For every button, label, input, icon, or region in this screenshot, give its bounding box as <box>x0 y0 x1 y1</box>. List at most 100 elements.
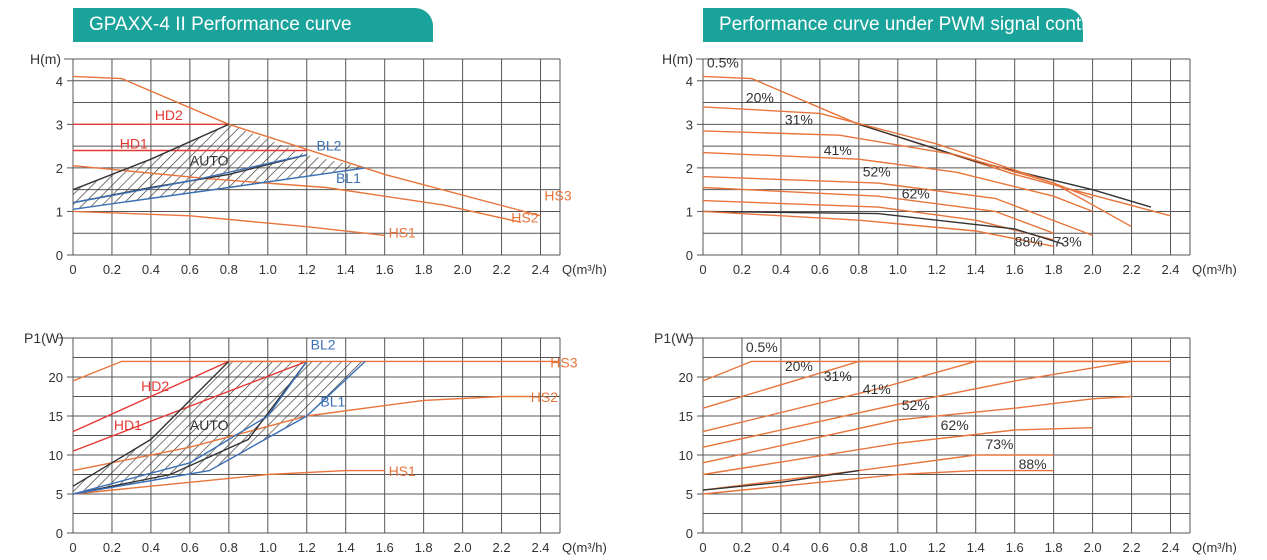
series-label: 62% <box>902 185 930 201</box>
series-label: HS3 <box>550 355 577 371</box>
y-axis-label: H(m) <box>30 51 61 67</box>
series-label: BL2 <box>311 337 336 353</box>
series-label: 88% <box>1015 233 1043 249</box>
series-label: 31% <box>824 368 852 384</box>
y-tick-label: 4 <box>686 74 693 89</box>
y-axis-label: H(m) <box>662 51 693 67</box>
series-line-auto <box>72 123 230 191</box>
y-tick-label: 1 <box>56 204 63 219</box>
x-tick-label: 0.8 <box>220 262 238 277</box>
x-tick-label: 2.4 <box>1161 262 1179 277</box>
y-tick-label: 15 <box>679 409 693 424</box>
x-tick-label: 1.8 <box>415 540 433 555</box>
series-label: 41% <box>863 381 891 397</box>
x-tick-label: 1.2 <box>928 262 946 277</box>
series-line-bl1 <box>72 360 366 495</box>
x-tick-label: 2.0 <box>454 540 472 555</box>
series-line-auto <box>72 360 230 487</box>
y-tick-label: 15 <box>49 409 63 424</box>
x-tick-label: 0.8 <box>850 262 868 277</box>
series-label: HS2 <box>531 389 558 405</box>
series-label: HD2 <box>141 378 169 394</box>
x-tick-label: 2.4 <box>1161 540 1179 555</box>
series-label: 20% <box>785 358 813 374</box>
x-tick-label: 1.8 <box>1045 262 1063 277</box>
x-tick-label: 2.0 <box>1084 262 1102 277</box>
series-label: 31% <box>785 111 813 127</box>
series-line-bl2 <box>72 360 308 495</box>
x-tick-label: 1.2 <box>298 540 316 555</box>
series-line-hs2 <box>72 165 522 223</box>
y-tick-label: 3 <box>686 117 693 132</box>
x-tick-label: 1.2 <box>298 262 316 277</box>
y-tick-label: 0 <box>686 248 693 263</box>
series-label: AUTO <box>190 417 229 433</box>
series-line-88pct <box>702 210 1054 247</box>
x-tick-label: 1.0 <box>259 262 277 277</box>
x-tick-label: 0.4 <box>142 540 160 555</box>
x-tick-label: 2.4 <box>531 262 549 277</box>
y-tick-label: 20 <box>49 370 63 385</box>
x-tick-label: 0.8 <box>850 540 868 555</box>
x-tick-label: 0 <box>69 540 76 555</box>
x-tick-label: 1.8 <box>1045 540 1063 555</box>
x-tick-label: 1.6 <box>376 540 394 555</box>
series-line-31pct <box>702 130 1093 200</box>
x-tick-label: 0.6 <box>811 262 829 277</box>
y-tick-label: 10 <box>679 448 693 463</box>
series-label: 52% <box>863 164 891 180</box>
x-tick-label: 1.6 <box>1006 262 1024 277</box>
series-label: BL1 <box>320 394 345 410</box>
y-tick-label: 1 <box>686 204 693 219</box>
x-tick-label: 1.6 <box>376 262 394 277</box>
series-line-41pct <box>702 360 1132 448</box>
y-tick-label: 5 <box>56 487 63 502</box>
x-tick-label: 1.4 <box>337 262 355 277</box>
x-axis-label: Q(m³/h) <box>562 262 607 277</box>
auto-range-hatch <box>73 361 366 494</box>
chart-head-flow-pwm: 0 0.2 0.4 0.6 0.8 1.0 1.2 1.4 1.6 1.8 2.0 2.2 2.4 0 1 2… <box>662 51 1237 277</box>
series-label: HS2 <box>511 209 538 225</box>
x-tick-label: 0.2 <box>103 540 121 555</box>
chart-power-flow-pwm: 0 0.2 0.4 0.6 0.8 1.0 1.2 1.4 1.6 1.8 2.0 2.2 2.4 0 5 1… <box>654 330 1237 555</box>
series-label: 88% <box>1019 456 1047 472</box>
y-tick-label: 0 <box>56 526 63 541</box>
y-tick-label: 10 <box>49 448 63 463</box>
y-tick-label: 0 <box>56 248 63 263</box>
y-tick-label: 20 <box>679 370 693 385</box>
x-tick-label: 1.0 <box>259 540 277 555</box>
x-tick-label: 0.2 <box>733 262 751 277</box>
x-tick-label: 0 <box>69 262 76 277</box>
series-line-hs2 <box>72 395 531 472</box>
x-tick-label: 0.2 <box>733 540 751 555</box>
series-line-62pct <box>702 186 1054 234</box>
series-label: 52% <box>902 397 930 413</box>
right-section-header: Performance curve under PWM signal contr… <box>703 8 1102 42</box>
series-line-52pct <box>702 175 1093 237</box>
y-tick-label: 0 <box>686 526 693 541</box>
series-label: 0.5% <box>707 55 739 71</box>
x-axis-label: Q(m³/h) <box>1192 540 1237 555</box>
series-line <box>72 360 308 495</box>
x-tick-label: 0.6 <box>811 540 829 555</box>
x-tick-label: 2.0 <box>454 262 472 277</box>
series-line-bl2 <box>72 154 307 204</box>
series-label: 41% <box>824 142 852 158</box>
series-line-bl1 <box>72 167 366 210</box>
series-label: 62% <box>941 417 969 433</box>
chart-power-flow-main: 0 0.2 0.4 0.6 0.8 1.0 1.2 1.4 1.6 1.8 2.0 2.2 2.4 0 5 1… <box>24 330 607 555</box>
x-tick-label: 1.4 <box>337 540 355 555</box>
series-label: HS1 <box>389 463 416 479</box>
series-line-20pct <box>702 106 1132 228</box>
y-tick-label: 5 <box>686 487 693 502</box>
series-line-hd2 <box>72 360 230 433</box>
y-tick-label: 2 <box>686 161 693 176</box>
x-tick-label: 2.4 <box>531 540 549 555</box>
series-label: HD2 <box>155 107 183 123</box>
series-line-52pct <box>702 395 1132 464</box>
series-line-73pct <box>702 199 1054 241</box>
series-line-62pct <box>702 427 1093 476</box>
x-tick-label: 0.4 <box>772 540 790 555</box>
y-axis-label: P1(W) <box>24 330 64 346</box>
series-line-73pct <box>702 454 1054 491</box>
